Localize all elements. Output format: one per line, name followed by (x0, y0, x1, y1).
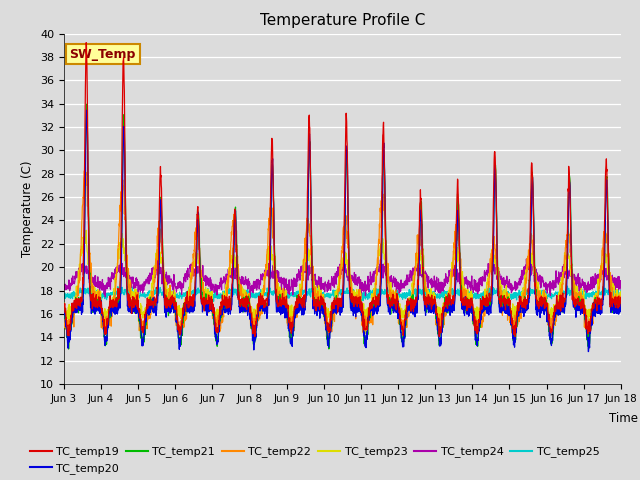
TC_temp21 (371, 304, 379, 310)
TC_temp19 (511, 334, 519, 339)
TC_temp23 (617, 288, 625, 294)
TC_temp25 (359, 294, 367, 300)
TC_temp22 (584, 323, 591, 328)
Legend: TC_temp19, TC_temp20, TC_temp21, TC_temp22, TC_temp23, TC_temp24, TC_temp25: TC_temp19, TC_temp20, TC_temp21, TC_temp… (25, 442, 604, 479)
TC_temp22 (568, 274, 576, 280)
TC_temp20 (584, 336, 591, 341)
Line: TC_temp22: TC_temp22 (64, 167, 621, 337)
TC_temp24 (60, 287, 68, 292)
TC_temp19 (60, 301, 68, 307)
TC_temp24 (523, 256, 531, 262)
TC_temp20 (371, 299, 379, 304)
TC_temp23 (568, 274, 576, 279)
TC_temp24 (617, 286, 625, 292)
TC_temp22 (371, 294, 379, 300)
TC_temp23 (216, 314, 223, 320)
TC_temp19 (371, 299, 379, 305)
Line: TC_temp19: TC_temp19 (64, 43, 621, 336)
TC_temp25 (371, 289, 379, 295)
TC_temp25 (617, 287, 625, 293)
TC_temp21 (568, 262, 575, 267)
Line: TC_temp21: TC_temp21 (64, 104, 621, 349)
TC_temp22 (505, 301, 513, 307)
TC_temp20 (83, 108, 90, 113)
TC_temp22 (81, 164, 89, 170)
TC_temp22 (216, 323, 223, 328)
TC_temp21 (83, 101, 90, 107)
TC_temp19 (216, 309, 223, 315)
TC_temp20 (568, 268, 575, 274)
TC_temp24 (568, 269, 576, 275)
Line: TC_temp23: TC_temp23 (64, 230, 621, 324)
TC_temp22 (617, 302, 625, 308)
TC_temp21 (617, 300, 625, 306)
TC_temp20 (504, 308, 512, 314)
TC_temp21 (504, 303, 512, 309)
TC_temp25 (216, 293, 223, 299)
TC_temp25 (564, 283, 572, 289)
TC_temp21 (60, 307, 68, 312)
TC_temp21 (216, 316, 223, 322)
TC_temp23 (504, 299, 512, 304)
TC_temp23 (371, 286, 379, 291)
TC_temp20 (60, 312, 68, 318)
TC_temp19 (568, 279, 576, 285)
TC_temp25 (568, 285, 576, 290)
TC_temp21 (359, 319, 367, 325)
TC_temp22 (60, 312, 68, 317)
TC_temp24 (371, 270, 379, 276)
TC_temp19 (83, 40, 90, 46)
TC_temp24 (584, 281, 591, 287)
Text: SW_Temp: SW_Temp (70, 48, 136, 60)
TC_temp25 (584, 290, 591, 296)
TC_temp20 (617, 306, 625, 312)
TC_temp19 (359, 308, 367, 313)
TC_temp23 (584, 308, 591, 313)
TC_temp20 (584, 348, 592, 354)
TC_temp25 (210, 299, 218, 304)
TC_temp19 (504, 297, 512, 303)
TC_temp23 (83, 228, 90, 233)
TC_temp19 (584, 324, 591, 329)
TC_temp24 (504, 283, 512, 289)
TC_temp20 (216, 323, 223, 329)
TC_temp23 (359, 310, 367, 315)
Line: TC_temp20: TC_temp20 (64, 110, 621, 351)
Line: TC_temp24: TC_temp24 (64, 259, 621, 298)
TC_temp23 (60, 300, 68, 306)
TC_temp22 (323, 334, 330, 340)
TC_temp25 (60, 291, 68, 297)
TC_temp22 (359, 328, 367, 334)
Title: Temperature Profile C: Temperature Profile C (260, 13, 425, 28)
Line: TC_temp25: TC_temp25 (64, 286, 621, 301)
Y-axis label: Temperature (C): Temperature (C) (22, 160, 35, 257)
TC_temp24 (216, 285, 223, 290)
TC_temp25 (504, 288, 512, 294)
TC_temp19 (617, 298, 625, 303)
TC_temp20 (359, 313, 367, 319)
TC_temp21 (585, 346, 593, 352)
TC_temp24 (358, 295, 365, 301)
TC_temp24 (359, 288, 367, 293)
TC_temp21 (584, 337, 591, 343)
TC_temp23 (511, 321, 519, 326)
X-axis label: Time: Time (609, 412, 637, 425)
